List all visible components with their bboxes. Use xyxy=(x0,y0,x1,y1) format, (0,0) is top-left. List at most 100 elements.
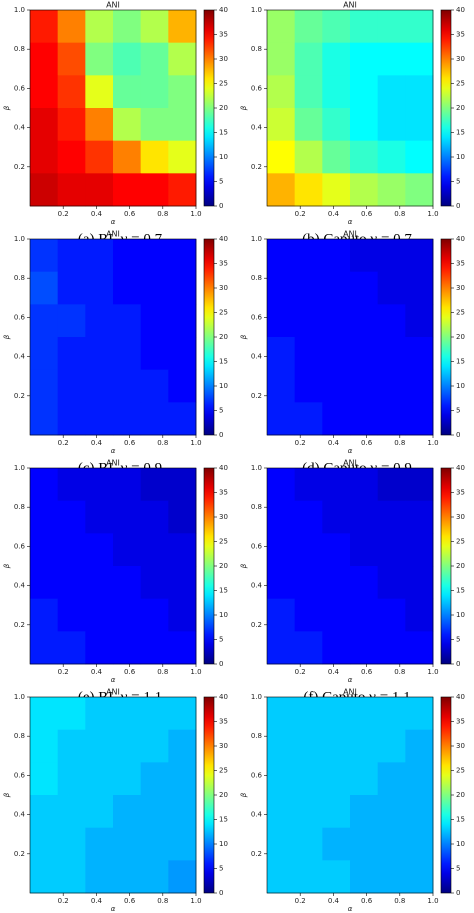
heat-cell xyxy=(168,271,197,305)
colorbar-tick-label: 25 xyxy=(456,80,465,88)
panel: ANI 0.2 0.4 0.6 0.8 1.0 0.2 0.4 0.6 0.8 1.0 α β 0 5 10 1… xyxy=(240,459,465,706)
x-tick-label: 0.2 xyxy=(58,439,69,447)
heat-cell xyxy=(113,729,142,763)
heat-cell xyxy=(377,631,406,665)
heat-cell xyxy=(405,108,434,142)
y-tick-label: 0.4 xyxy=(14,124,26,132)
heat-cell xyxy=(322,75,351,109)
heat-cell xyxy=(377,173,406,207)
y-tick-label: 0.8 xyxy=(14,732,25,740)
heat-cell xyxy=(322,827,351,861)
heat-cell xyxy=(267,631,296,665)
colorbar-tick-label: 10 xyxy=(456,153,465,161)
heat-cell xyxy=(322,42,351,76)
heat-cell xyxy=(57,337,86,371)
heat-cell xyxy=(30,566,59,600)
y-tick-label: 0.2 xyxy=(251,392,262,400)
heat-cell xyxy=(267,860,296,894)
heat-cell xyxy=(113,827,142,861)
x-tick-label: 0.2 xyxy=(295,210,306,218)
heat-cell xyxy=(294,239,323,273)
colorbar-tick-label: 5 xyxy=(456,636,460,644)
heat-cell xyxy=(168,500,197,534)
heat-cell xyxy=(267,173,296,207)
colorbar-tick-label: 10 xyxy=(219,382,228,390)
x-tick-label: 0.8 xyxy=(394,210,405,218)
colorbar-tick-label: 10 xyxy=(456,611,465,619)
x-tick-label: 1.0 xyxy=(427,210,438,218)
heat-cell xyxy=(140,75,169,109)
heat-cell xyxy=(85,566,114,600)
heat-cell xyxy=(30,762,59,796)
heat-cell xyxy=(322,533,351,567)
heat-cell xyxy=(405,239,434,273)
heat-cell xyxy=(140,697,169,731)
heat-cell xyxy=(377,402,406,436)
y-tick-label: 0.4 xyxy=(251,811,263,819)
heat-cell xyxy=(377,140,406,174)
heat-cell xyxy=(294,533,323,567)
x-axis-label: α xyxy=(111,905,116,913)
heat-cell xyxy=(85,369,114,403)
heat-cell xyxy=(57,42,86,76)
x-tick-label: 0.8 xyxy=(157,668,168,676)
heat-cell xyxy=(267,468,296,502)
heat-cell xyxy=(405,566,434,600)
heat-cell xyxy=(405,42,434,76)
heat-cell xyxy=(113,271,142,305)
plot-frame xyxy=(29,467,197,665)
heat-cell xyxy=(113,697,142,731)
y-axis-label: β xyxy=(240,334,248,339)
heat-cell xyxy=(267,10,296,44)
heat-cell xyxy=(57,598,86,632)
colorbar-tick-label: 10 xyxy=(456,382,465,390)
x-tick-label: 0.8 xyxy=(157,210,168,218)
heat-cell xyxy=(322,369,351,403)
x-tick-label: 0.4 xyxy=(328,439,340,447)
x-tick-label: 1.0 xyxy=(190,210,201,218)
heat-cell xyxy=(30,173,59,207)
y-tick-label: 0.6 xyxy=(251,771,263,779)
heat-cell xyxy=(267,75,296,109)
colorbar-tick-label: 40 xyxy=(219,464,228,472)
colorbar-tick-label: 15 xyxy=(219,816,228,824)
y-axis-label: β xyxy=(240,105,248,110)
x-tick-label: 1.0 xyxy=(190,897,201,905)
heat-cell xyxy=(85,500,114,534)
heat-cell xyxy=(377,271,406,305)
y-tick-label: 0.2 xyxy=(14,163,25,171)
colorbar-tick-label: 5 xyxy=(219,636,223,644)
heat-cell xyxy=(267,271,296,305)
heat-cell xyxy=(267,239,296,273)
heat-cell xyxy=(377,468,406,502)
y-axis-label: β xyxy=(3,334,11,339)
y-tick-label: 0.6 xyxy=(14,313,26,321)
panel: ANI 0.2 0.4 0.6 0.8 1.0 0.2 0.4 0.6 0.8 1.0 α β 0 5 10 1… xyxy=(3,459,228,706)
heat-cell xyxy=(85,402,114,436)
colorbar-tick-label: 30 xyxy=(456,513,465,521)
heat-cell xyxy=(377,42,406,76)
heat-cell xyxy=(57,108,86,142)
x-axis-label: α xyxy=(111,447,116,455)
heat-cell xyxy=(405,468,434,502)
heat-cell xyxy=(57,631,86,665)
heat-cell xyxy=(377,500,406,534)
x-tick-label: 0.4 xyxy=(91,668,103,676)
colorbar-tick-label: 20 xyxy=(456,562,465,570)
colorbar-tick-label: 10 xyxy=(219,840,228,848)
heat-cell xyxy=(322,697,351,731)
heat-cell xyxy=(57,173,86,207)
heat-cell xyxy=(350,108,379,142)
colorbar-tick-label: 10 xyxy=(219,611,228,619)
y-tick-label: 0.4 xyxy=(14,811,26,819)
heat-cell xyxy=(140,533,169,567)
heat-cell xyxy=(113,75,142,109)
x-tick-label: 0.8 xyxy=(394,668,405,676)
heat-cell xyxy=(140,304,169,338)
colorbar-tick-label: 5 xyxy=(456,865,460,873)
heat-cell xyxy=(140,10,169,44)
heat-cell xyxy=(113,598,142,632)
heat-cell xyxy=(30,42,59,76)
x-tick-label: 0.2 xyxy=(295,897,306,905)
